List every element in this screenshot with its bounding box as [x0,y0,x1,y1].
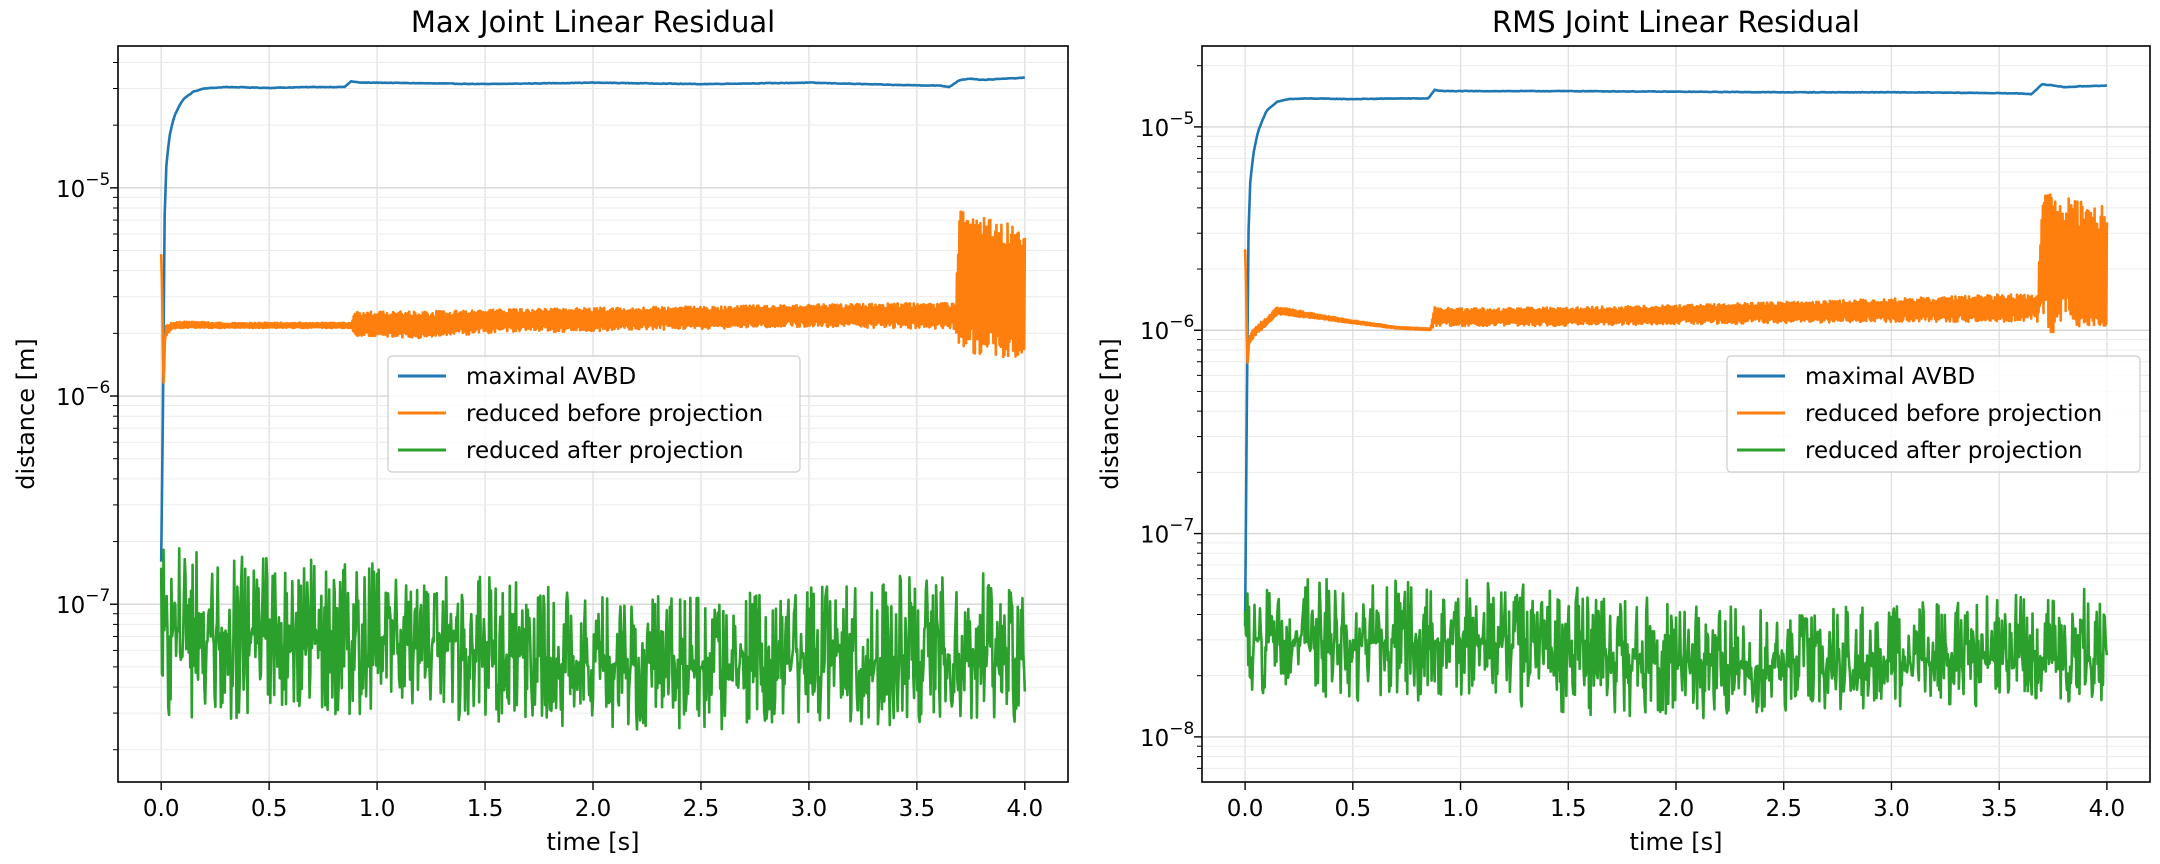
y-tick-exponent: −5 [1169,109,1194,129]
series-line-reduced-after-projection [159,547,1027,731]
x-tick-label: 2.5 [683,796,720,822]
axes-frame [1201,45,2151,783]
y-tick-exponent: −8 [1169,719,1194,739]
x-axis-label: time [s] [546,828,639,856]
legend-label-reduced-after: reduced after projection [1805,438,2083,464]
x-tick-label: 2.0 [1658,796,1695,822]
x-tick-label: 3.0 [791,796,828,822]
y-tick-label: 10−7 [56,586,110,619]
x-axis-label: time [s] [1629,828,1722,856]
x-tick-label: 3.0 [1873,796,1910,822]
x-tick-label: 1.5 [1550,796,1587,822]
series-line-reduced-before-projection [159,210,1027,384]
ticks: 0.0 0.5 1.0 1.5 2.0 2.5 3.0 3.5 4.010−710−610−5 [56,61,1044,822]
legend-box [1726,355,2141,473]
y-tick-exponent: −7 [1169,516,1194,536]
series-line-reduced-before-projection [1243,193,2109,365]
axes-frame [117,45,1069,783]
legend: maximal AVBD reduced before projection r… [1726,355,2141,473]
chart-title: Max Joint Linear Residual [411,5,775,39]
y-tick-base: 10 [56,385,85,411]
x-tick-label: 2.0 [575,796,612,822]
x-tick-label: 3.5 [899,796,936,822]
y-tick-exponent: −5 [85,170,110,190]
y-tick-label: 10−6 [56,378,110,411]
y-tick-exponent: −7 [85,586,110,606]
legend-label-maximal-avbd: maximal AVBD [466,364,636,390]
y-tick-label: 10−7 [1140,516,1194,549]
y-tick-exponent: −6 [1169,312,1194,332]
plot-area [1243,82,2109,720]
plot-area [159,76,1027,731]
x-tick-label: 1.5 [467,796,504,822]
series-line-reduced-after-projection [1243,577,2109,720]
legend-label-reduced-before: reduced before projection [1805,401,2102,427]
series-line-maximal-avbd [1243,82,2108,627]
y-tick-base: 10 [1140,319,1169,345]
axes-rms-residual: 0.0 0.5 1.0 1.5 2.0 2.5 3.0 3.5 4.010−810−710−61… [1096,5,2151,856]
series-line-maximal-avbd [159,76,1026,562]
x-tick-label: 0.5 [251,796,288,822]
y-tick-base: 10 [1140,116,1169,142]
y-axis-label: distance [m] [1096,338,1124,489]
y-tick-label: 10−6 [1140,312,1194,345]
x-tick-label: 1.0 [359,796,396,822]
y-tick-label: 10−8 [1140,719,1194,752]
ticks: 0.0 0.5 1.0 1.5 2.0 2.5 3.0 3.5 4.010−810−710−61… [1140,65,2126,822]
grid [1202,46,2150,782]
x-tick-label: 4.0 [1007,796,1044,822]
y-tick-label: 10−5 [56,170,110,203]
x-tick-label: 0.0 [143,796,180,822]
x-tick-label: 1.0 [1442,796,1479,822]
x-tick-label: 0.5 [1335,796,1372,822]
y-tick-base: 10 [56,177,85,203]
y-tick-base: 10 [56,593,85,619]
y-tick-label: 10−5 [1140,109,1194,142]
legend-label-reduced-after: reduced after projection [466,438,744,464]
legend-label-reduced-before: reduced before projection [466,401,763,427]
x-tick-label: 0.0 [1227,796,1264,822]
axes-max-residual: 0.0 0.5 1.0 1.5 2.0 2.5 3.0 3.5 4.010−710−610−5 … [12,5,1069,856]
y-tick-base: 10 [1140,726,1169,752]
legend-box [387,355,801,473]
x-tick-label: 2.5 [1765,796,1802,822]
y-axis-label: distance [m] [12,338,40,489]
chart-title: RMS Joint Linear Residual [1492,5,1860,39]
y-tick-exponent: −6 [85,378,110,398]
y-tick-base: 10 [1140,523,1169,549]
legend-label-maximal-avbd: maximal AVBD [1805,364,1975,390]
x-tick-label: 4.0 [2089,796,2126,822]
legend: maximal AVBD reduced before projection r… [387,355,801,473]
x-tick-label: 3.5 [1981,796,2018,822]
